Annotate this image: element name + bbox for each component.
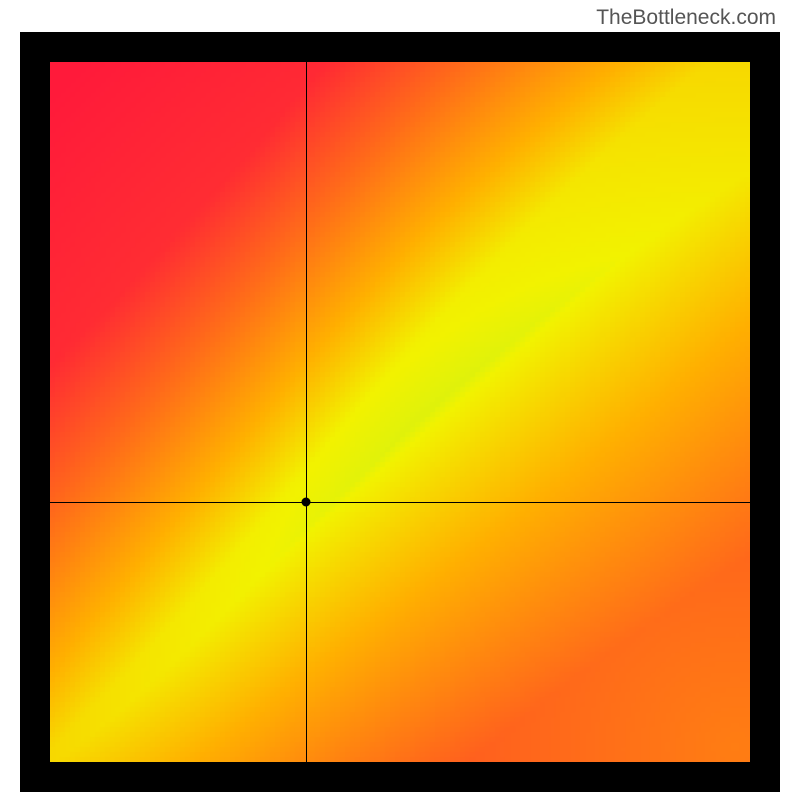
crosshair-vertical — [306, 62, 307, 762]
crosshair-horizontal — [50, 502, 750, 503]
bottleneck-heatmap — [50, 62, 750, 762]
chart-frame — [20, 32, 780, 792]
attribution-text: TheBottleneck.com — [596, 6, 776, 30]
crosshair-marker — [301, 497, 310, 506]
plot-area — [50, 62, 750, 762]
